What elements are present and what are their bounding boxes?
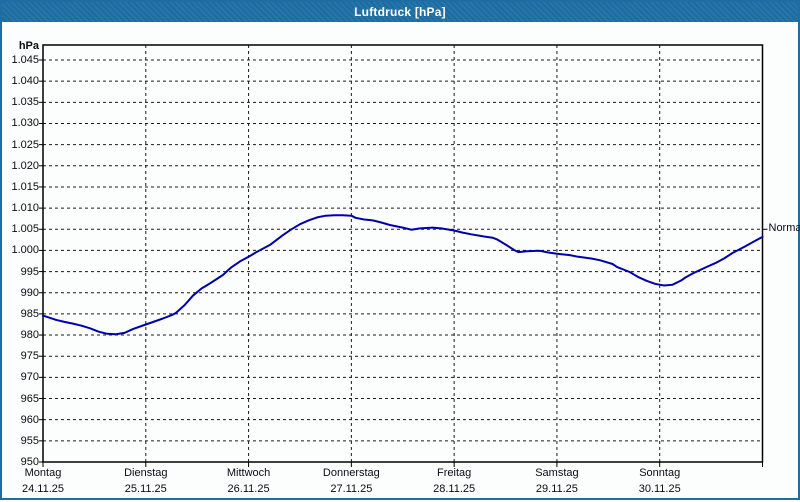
y-axis-label: 980 bbox=[2, 329, 39, 341]
x-axis-day-label: Samstag bbox=[535, 467, 578, 480]
x-axis-date-label: 25.11.25 bbox=[125, 483, 167, 496]
y-axis-label: 1.045 bbox=[2, 54, 39, 66]
y-axis-label: 970 bbox=[2, 371, 39, 383]
y-axis-label: 1.025 bbox=[2, 139, 39, 151]
window-title: Luftdruck [hPa] bbox=[354, 5, 446, 19]
y-axis-label: 975 bbox=[2, 350, 39, 362]
x-axis-day-label: Sonntag bbox=[639, 467, 680, 480]
x-axis-date-label: 24.11.25 bbox=[22, 483, 64, 496]
y-axis-label: 960 bbox=[2, 414, 39, 426]
y-axis-label: 1.020 bbox=[2, 160, 39, 172]
y-axis-label: 985 bbox=[2, 308, 39, 320]
y-axis-label: 1.040 bbox=[2, 75, 39, 87]
y-axis-label: 955 bbox=[2, 435, 39, 447]
y-axis-label: 965 bbox=[2, 393, 39, 405]
x-axis-day-label: Freitag bbox=[437, 467, 471, 480]
x-axis-day-label: Mittwoch bbox=[227, 467, 270, 480]
chart-canvas bbox=[2, 22, 800, 502]
plot-border bbox=[43, 45, 763, 462]
x-axis-day-label: Dienstag bbox=[124, 467, 167, 480]
y-axis-label: 990 bbox=[2, 287, 39, 299]
y-axis-label: 1.030 bbox=[2, 117, 39, 129]
y-axis-label: 1.010 bbox=[2, 202, 39, 214]
y-axis-label: 995 bbox=[2, 266, 39, 278]
pressure-line bbox=[43, 215, 763, 334]
x-axis-date-label: 27.11.25 bbox=[330, 483, 372, 496]
y-axis-label: 1.015 bbox=[2, 181, 39, 193]
x-axis-date-label: 26.11.25 bbox=[228, 483, 270, 496]
x-axis-day-label: Donnerstag bbox=[323, 467, 380, 480]
x-axis-date-label: 28.11.25 bbox=[433, 483, 475, 496]
x-axis-date-label: 29.11.25 bbox=[536, 483, 578, 496]
y-axis-label: 1.035 bbox=[2, 96, 39, 108]
y-axis-label: 1.000 bbox=[2, 244, 39, 256]
window-titlebar[interactable]: Luftdruck [hPa] bbox=[2, 2, 798, 22]
normal-pressure-label: Normal bbox=[769, 222, 800, 235]
y-axis-unit-label: hPa bbox=[2, 40, 39, 52]
x-axis-day-label: Montag bbox=[25, 467, 62, 480]
y-axis-label: 1.005 bbox=[2, 223, 39, 235]
x-axis-date-label: 30.11.25 bbox=[639, 483, 681, 496]
